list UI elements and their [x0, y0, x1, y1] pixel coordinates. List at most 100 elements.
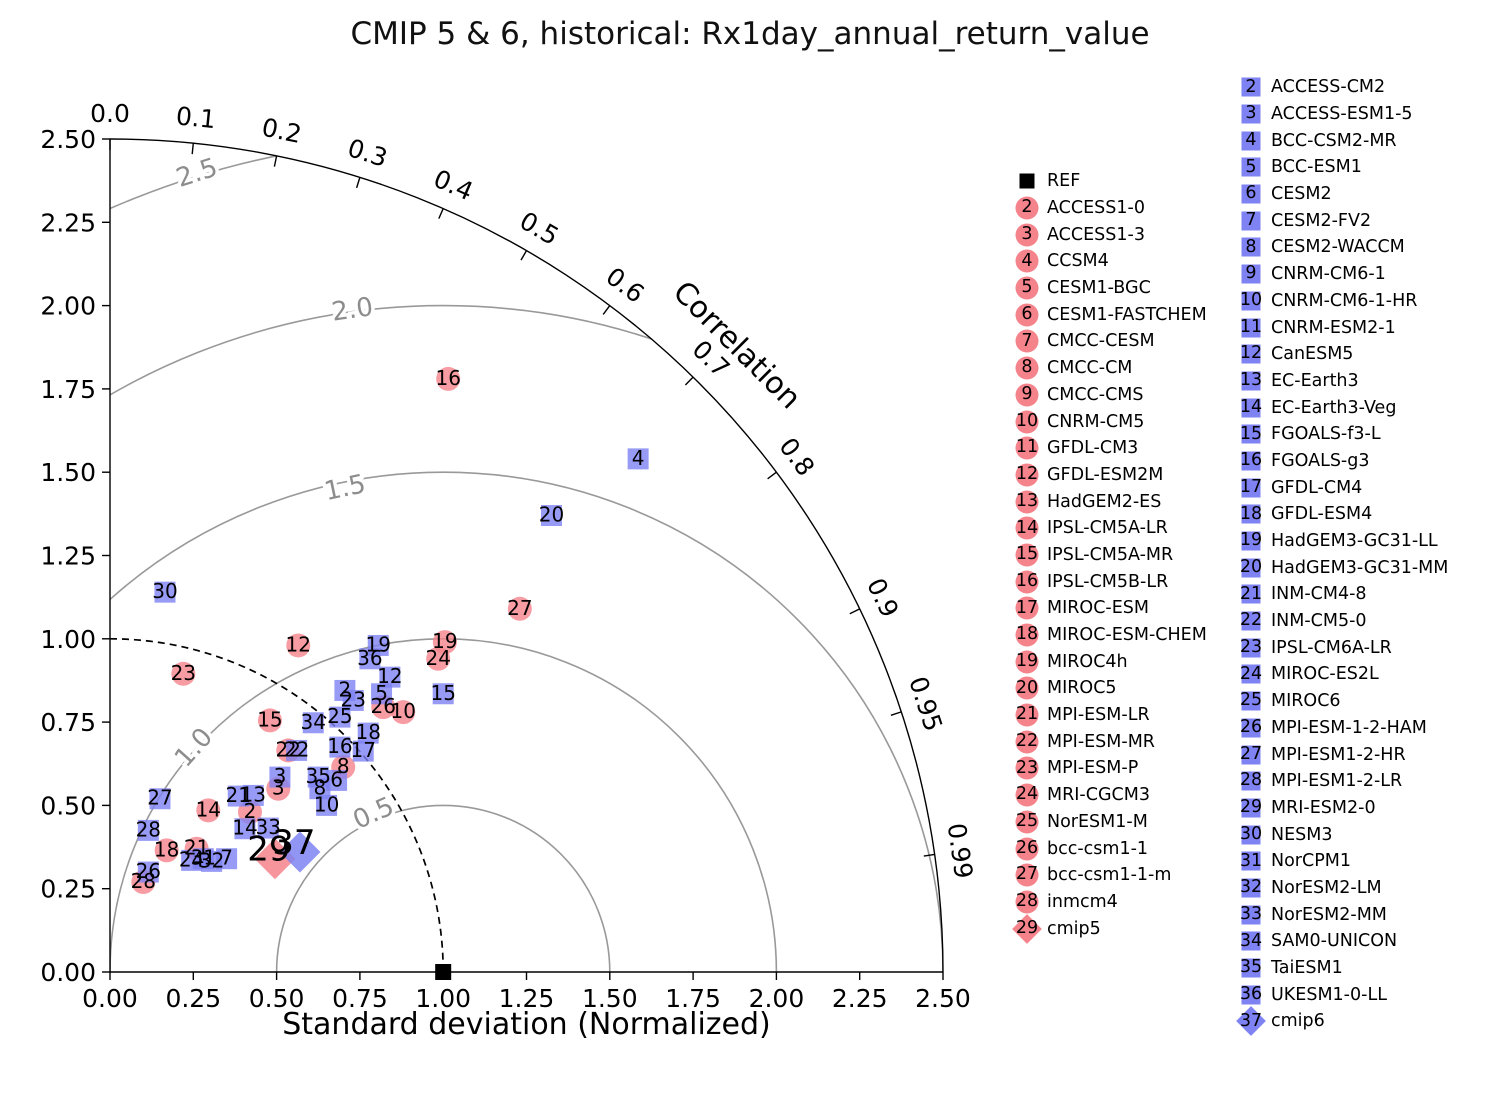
legend-item-IPSL-CM5B-LR: 16 IPSL-CM5B-LR	[1014, 568, 1207, 595]
point-cmip6-23	[342, 689, 364, 711]
legend-marker-square: 17	[1239, 476, 1263, 498]
legend-marker-circle: 17	[1014, 595, 1040, 621]
legend-label: GFDL-ESM4	[1271, 504, 1373, 525]
legend-marker-square: 5	[1238, 154, 1264, 180]
corr-tick-0.5: 0.5	[515, 206, 564, 251]
point-cmip6-20	[540, 505, 562, 527]
legend-label: CNRM-CM5	[1047, 411, 1145, 432]
legend-item-ACCESS1-3: 3 ACCESS1-3	[1014, 221, 1207, 248]
legend-label: MIROC-ESM	[1047, 598, 1149, 619]
legend-item-MRI-CGCM3: 24 MRI-CGCM3	[1014, 782, 1207, 809]
legend-item-CMCC-CESM: 7 CMCC-CESM	[1014, 328, 1207, 355]
legend-label: CanESM5	[1271, 344, 1354, 365]
point-label-cmip6-31: 31	[191, 846, 216, 870]
legend-label: GFDL-CM3	[1047, 438, 1139, 459]
y-tick-1.25: 1.25	[40, 542, 96, 571]
corr-tick-0.4: 0.4	[429, 164, 477, 206]
legend-label: GFDL-ESM2M	[1047, 464, 1164, 485]
point-cmip6-36	[359, 648, 381, 670]
legend-item-GFDL-ESM4: 18 GFDL-ESM4	[1238, 501, 1448, 528]
legend-marker-square: 33	[1239, 903, 1263, 925]
legend-item-HadGEM3-GC31-LL: 19 HadGEM3-GC31-LL	[1238, 528, 1448, 555]
legend-marker-square: 30	[1239, 823, 1263, 845]
point-cmip6-28	[137, 819, 159, 841]
legend-marker-square: 32	[1239, 877, 1263, 898]
legend-marker-square: 34	[1239, 930, 1263, 951]
legend-item-IPSL-CM6A-LR: 23 IPSL-CM6A-LR	[1238, 634, 1448, 661]
legend-item-GFDL-ESM2M: 12 GFDL-ESM2M	[1014, 462, 1207, 489]
legend-label: CESM1-FASTCHEM	[1047, 304, 1207, 325]
x-tick-1.00: 1.00	[415, 984, 471, 1013]
legend-label: NorESM2-MM	[1271, 904, 1387, 925]
point-label-cmip6-2: 2	[339, 677, 352, 701]
legend-label: UKESM1-0-LL	[1271, 984, 1387, 1005]
y-tick-0.00: 0.00	[40, 958, 96, 987]
point-label-cmip5-14: 14	[196, 797, 221, 821]
legend-marker-square: 4	[1238, 128, 1264, 154]
point-label-cmip6-21: 21	[226, 783, 251, 807]
point-cmip6-6	[326, 769, 348, 791]
x-axis-label: Standard deviation (Normalized)	[282, 1007, 771, 1042]
rms-label-1.5: 1.5	[322, 469, 369, 507]
point-cmip6-10	[316, 794, 338, 816]
legend-marker-circle: 23	[1014, 755, 1040, 781]
legend-marker-diamond: 37	[1236, 1006, 1266, 1037]
point-cmip6-21	[227, 785, 249, 807]
x-tick-0.75: 0.75	[332, 984, 388, 1013]
legend-label: MPI-ESM-LR	[1047, 705, 1150, 726]
x-tick-2.25: 2.25	[832, 984, 888, 1013]
legend-marker-square: 14	[1239, 396, 1263, 418]
y-tick-2.25: 2.25	[40, 208, 96, 237]
legend-label: IPSL-CM6A-LR	[1271, 637, 1392, 658]
axis-ticks: 0.000.000.250.250.500.500.750.751.001.00…	[40, 125, 971, 1013]
point-label-cmip5-23: 23	[171, 661, 196, 685]
legend-label: MIROC4h	[1047, 651, 1128, 672]
legend-item-MIROC5: 20 MIROC5	[1014, 675, 1207, 702]
legend-label: INM-CM4-8	[1271, 584, 1367, 605]
legend-label: NESM3	[1271, 824, 1333, 845]
legend-marker-square: 2	[1238, 74, 1264, 100]
legend-label: INM-CM5-0	[1271, 611, 1367, 632]
corr-tick-0.2: 0.2	[259, 113, 304, 149]
legend-item-UKESM1-0-LL: 36 UKESM1-0-LL	[1238, 981, 1448, 1008]
point-label-cmip6-34: 34	[301, 710, 326, 734]
legend-label: CCSM4	[1047, 251, 1109, 272]
point-label-cmip6-27: 27	[147, 786, 172, 810]
legend-marker-circle: 12	[1014, 462, 1040, 488]
legend-item-IPSL-CM5A-MR: 15 IPSL-CM5A-MR	[1014, 542, 1207, 569]
legend-marker-square: 35	[1239, 957, 1263, 978]
legend-marker-square: 20	[1239, 556, 1263, 578]
point-cmip5-16	[436, 366, 461, 391]
point-cmip6-34	[302, 712, 324, 734]
legend-label: CMCC-CM	[1047, 358, 1133, 379]
point-label-cmip6-13: 13	[241, 782, 266, 806]
legend-item-FGOALS-f3-L: 15 FGOALS-f3-L	[1238, 421, 1448, 448]
legend-label: NorESM1-M	[1047, 811, 1148, 832]
mean-label-cmip6: 37	[272, 823, 315, 863]
point-label-cmip6-17: 17	[351, 738, 376, 762]
legend-marker-square: 12	[1239, 343, 1263, 364]
legend-label: SAM0-UNICON	[1271, 931, 1398, 952]
y-tick-0.75: 0.75	[40, 708, 96, 737]
y-tick-1.00: 1.00	[40, 625, 96, 654]
legend-label: MPI-ESM-1-2-HAM	[1271, 717, 1427, 738]
legend-label: HadGEM3-GC31-LL	[1271, 531, 1438, 552]
point-label-cmip6-24: 24	[179, 847, 204, 871]
legend-label: EC-Earth3	[1271, 370, 1359, 391]
x-tick-1.25: 1.25	[499, 984, 555, 1013]
legend-marker-circle: 5	[1014, 275, 1040, 301]
legend-item-MIROC-ESM: 17 MIROC-ESM	[1014, 595, 1207, 622]
x-tick-1.50: 1.50	[582, 984, 638, 1013]
legend-marker-square: 10	[1239, 290, 1263, 311]
legend-label: bcc-csm1-1	[1047, 838, 1149, 859]
legend-marker-square: 21	[1239, 583, 1263, 604]
legend-item-GFDL-CM4: 17 GFDL-CM4	[1238, 474, 1448, 501]
point-label-cmip5-10: 10	[390, 699, 415, 723]
legend-label: GFDL-CM4	[1271, 477, 1363, 498]
legend-item-MIROC-ES2L: 24 MIROC-ES2L	[1238, 661, 1448, 688]
data-point-labels: 2381012141516181921222324262728234567810…	[131, 366, 645, 893]
point-cmip6-4	[627, 448, 649, 470]
point-label-cmip6-26: 26	[136, 859, 161, 883]
point-label-cmip6-16: 16	[327, 734, 352, 758]
point-cmip6-25	[329, 706, 351, 728]
